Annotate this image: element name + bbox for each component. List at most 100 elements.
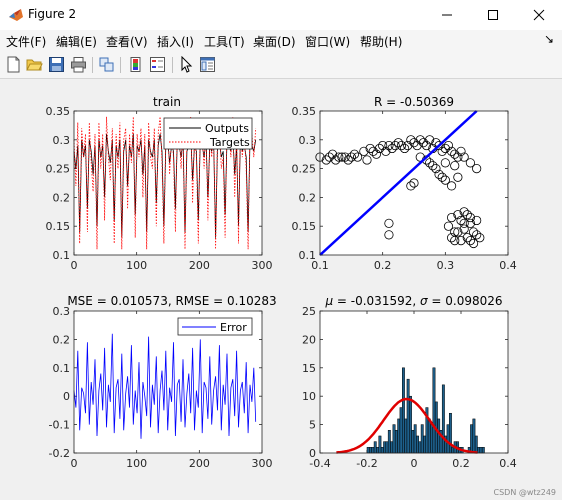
menu-insert[interactable]: 插入(I) [157, 35, 194, 49]
print-icon[interactable] [70, 56, 87, 73]
save-icon[interactable] [48, 56, 65, 73]
menu-help[interactable]: 帮助(H) [360, 35, 403, 49]
scatter-point [459, 152, 469, 162]
y-tick-label: 0 [309, 447, 316, 460]
scatter-point [359, 146, 369, 156]
scatter-point [468, 238, 479, 249]
scatter-point [425, 158, 435, 168]
scatter-point [346, 152, 356, 162]
x-tick-label: 100 [126, 457, 147, 470]
y-tick-label: 25 [302, 305, 316, 318]
y-tick-label: 0.15 [46, 220, 71, 233]
scatter-point [412, 140, 422, 151]
histogram-bar [430, 424, 434, 454]
x-tick-label: 0.2 [452, 457, 470, 470]
toolbar-separator [92, 57, 93, 73]
x-tick-label: 0 [71, 457, 78, 470]
scatter-point [459, 218, 469, 228]
scatter-point [331, 155, 341, 165]
y-tick-label: 0.2 [299, 191, 317, 204]
open-file-icon[interactable] [26, 56, 43, 73]
histogram-bar [481, 447, 485, 454]
histogram-bar [387, 430, 391, 454]
histogram-bar [383, 441, 387, 454]
subplot-histogram: μ = -0.031592, σ = 0.098026 -0.4 -0.2 0 0.2… [302, 294, 517, 470]
scatter-point [362, 155, 372, 165]
scatter-point [381, 146, 391, 156]
histogram-bar [394, 430, 398, 454]
x-tick-label: -0.4 [309, 457, 330, 470]
scatter-point [321, 155, 331, 165]
title-bar: Figure 2 [0, 0, 562, 30]
scatter-point [472, 215, 482, 226]
scatter-point [393, 138, 403, 148]
histogram-bar [402, 367, 405, 454]
menu-view[interactable]: 查看(V) [106, 35, 148, 49]
y-tick-label: 0.1 [299, 249, 317, 262]
maximize-button[interactable] [470, 0, 516, 30]
scatter-point [409, 178, 419, 188]
scatter-point [340, 152, 350, 162]
link-plot-icon[interactable] [98, 56, 115, 73]
y-tick-label: 0.35 [46, 105, 71, 118]
y-tick-label: 0.25 [292, 163, 317, 176]
scatter-point [421, 140, 432, 151]
histogram-bar [427, 418, 431, 454]
scatter-point [384, 140, 394, 151]
x-tick-label: 0 [71, 259, 78, 272]
menu-window[interactable]: 窗口(W) [305, 35, 351, 49]
x-tick-label: 0 [411, 457, 418, 470]
scatter-point [390, 140, 400, 151]
scatter-point [450, 161, 460, 171]
histogram-bar [449, 412, 452, 454]
property-inspector-icon[interactable] [199, 56, 216, 73]
legend[interactable]: Error [177, 317, 253, 336]
histogram-bar [470, 424, 473, 454]
watermark: CSDN @wtz249 [493, 488, 557, 497]
legend[interactable]: Outputs Targets [163, 117, 253, 150]
scatter-point [403, 140, 413, 151]
axes-box [319, 310, 509, 454]
scatter-point [352, 152, 363, 162]
histogram-bar [369, 447, 372, 454]
scatter-point [428, 161, 438, 171]
y-tick-label: 0.2 [53, 191, 71, 204]
menu-file[interactable]: 文件(F) [6, 35, 47, 49]
series-error-line [73, 333, 257, 439]
x-tick-label: -0.2 [356, 457, 377, 470]
histogram-bar [399, 407, 403, 454]
scatter-point [465, 218, 475, 228]
histogram-bar [418, 441, 422, 454]
x-tick-label: 300 [252, 457, 273, 470]
y-tick-label: 0.25 [46, 163, 71, 176]
subplot-train: train 0 100 200 300 0.1 0.15 0.2 0.25 0.3 0.35 Ou… [46, 95, 273, 272]
scatter-point [453, 227, 463, 237]
scatter-point [465, 158, 475, 168]
colorbar-icon[interactable] [127, 56, 144, 73]
scatter-point [468, 227, 479, 237]
legend-icon[interactable] [149, 56, 166, 73]
x-tick-label: 100 [126, 259, 147, 272]
scatter-point [472, 230, 482, 240]
histogram-bar [366, 447, 370, 454]
new-figure-icon[interactable] [5, 56, 22, 73]
menu-desktop[interactable]: 桌面(D) [253, 35, 296, 49]
scatter-point [337, 152, 347, 162]
edit-plot-arrow-icon[interactable] [178, 56, 195, 73]
y-tick-label: 10 [302, 390, 316, 403]
matlab-logo-icon [9, 9, 23, 21]
scatter-point [456, 215, 466, 226]
x-tick-label: 300 [252, 259, 273, 272]
scatter-point [472, 164, 482, 174]
menu-tools[interactable]: 工具(T) [204, 35, 245, 49]
minimize-button[interactable] [424, 0, 470, 30]
y-tick-label: 0.2 [53, 333, 71, 346]
close-button[interactable] [516, 0, 562, 30]
scatter-point [406, 135, 416, 145]
histogram-bar [409, 395, 412, 454]
menu-edit[interactable]: 编辑(E) [56, 35, 97, 49]
histogram-bar [416, 435, 419, 454]
dock-arrow-icon[interactable]: ↘ [543, 32, 554, 46]
close-icon [533, 9, 545, 21]
